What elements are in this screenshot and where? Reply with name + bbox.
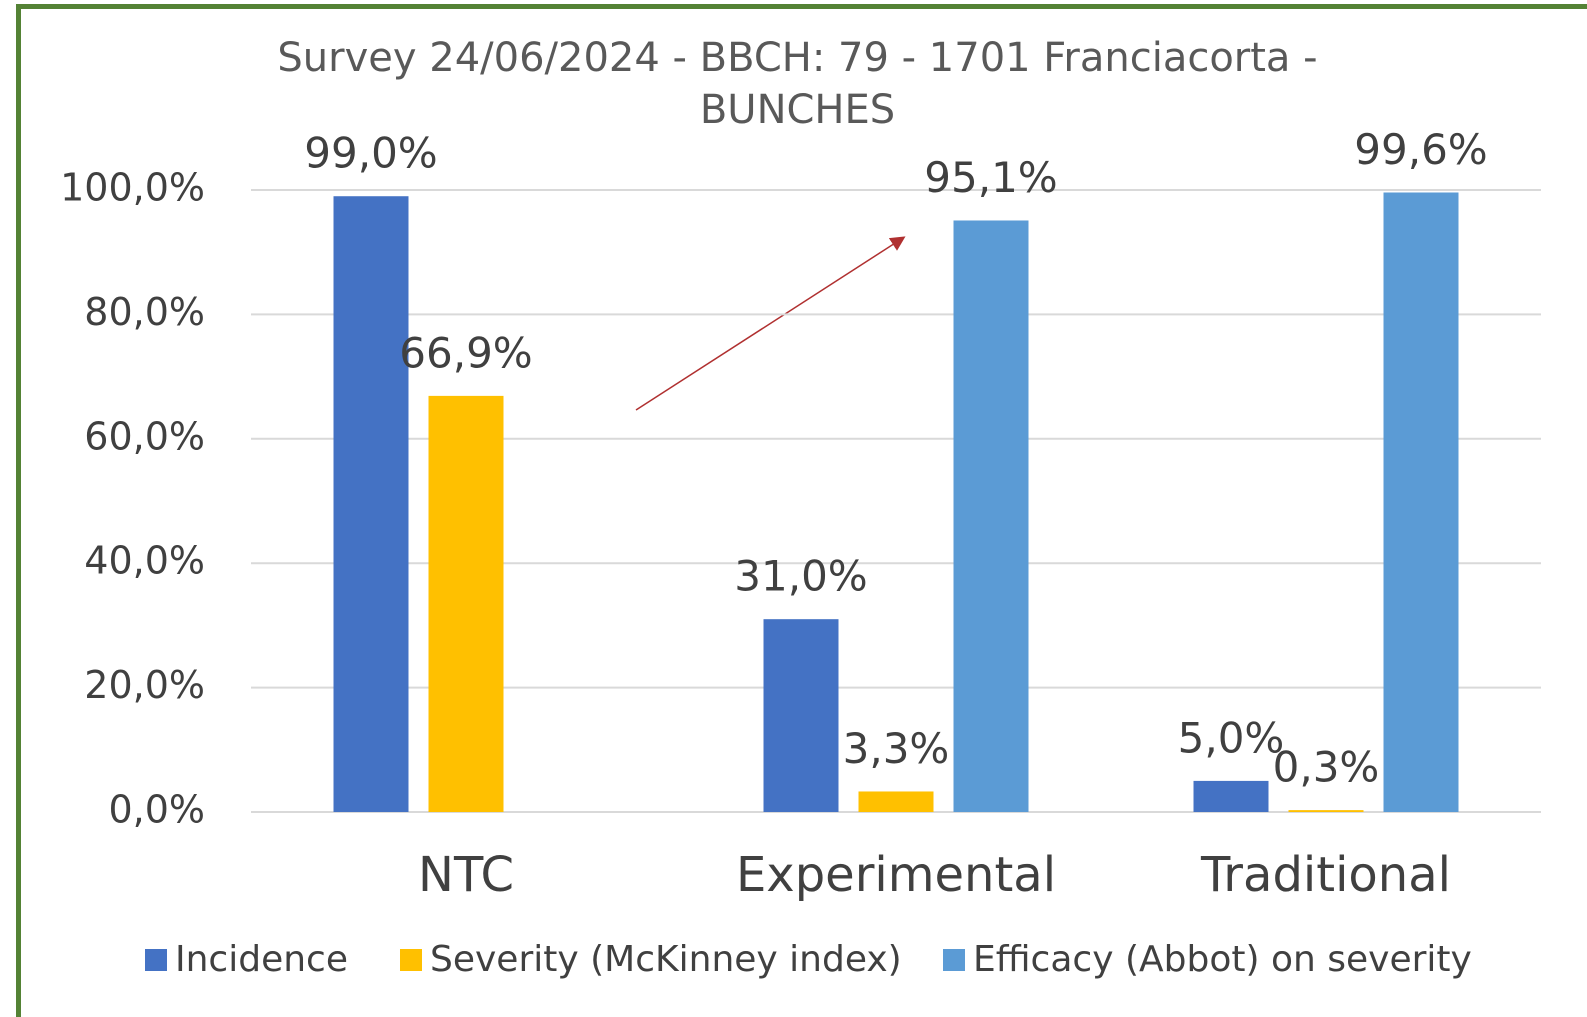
y-tick-label: 80,0% (84, 290, 205, 334)
bar (1288, 810, 1364, 812)
legend-swatch (145, 949, 167, 971)
frame-border (16, 4, 1587, 1017)
data-label: 3,3% (843, 724, 950, 773)
y-tick-label: 20,0% (84, 663, 205, 707)
bar (1193, 780, 1269, 812)
legend-swatch (943, 949, 965, 971)
x-tick-label: Traditional (1200, 847, 1451, 903)
y-tick-label: 40,0% (84, 539, 205, 583)
data-label: 99,0% (304, 129, 437, 178)
bar (763, 619, 839, 812)
bar (428, 395, 504, 812)
data-label: 66,9% (399, 328, 532, 377)
data-label: 0,3% (1273, 743, 1380, 792)
bar (953, 220, 1029, 812)
data-label: 95,1% (924, 153, 1057, 202)
y-tick-label: 60,0% (84, 414, 205, 458)
chart-title: Survey 24/06/2024 - BBCH: 79 - 1701 Fran… (277, 35, 1318, 133)
bar (858, 791, 934, 812)
x-tick-label: NTC (418, 847, 514, 903)
bar (1383, 192, 1459, 812)
x-tick-label: Experimental (736, 847, 1056, 903)
legend-label: Efficacy (Abbot) on severity (973, 939, 1472, 980)
legend-label: Severity (McKinney index) (430, 939, 902, 980)
y-tick-label: 0,0% (108, 788, 205, 832)
data-label: 31,0% (734, 552, 867, 601)
legend-swatch (400, 949, 422, 971)
data-label: 5,0% (1178, 713, 1285, 762)
legend-label: Incidence (175, 939, 348, 980)
y-tick-label: 100,0% (60, 166, 205, 210)
bar (333, 196, 409, 813)
annotation-arrow (635, 236, 906, 411)
data-label: 99,6% (1354, 125, 1487, 174)
